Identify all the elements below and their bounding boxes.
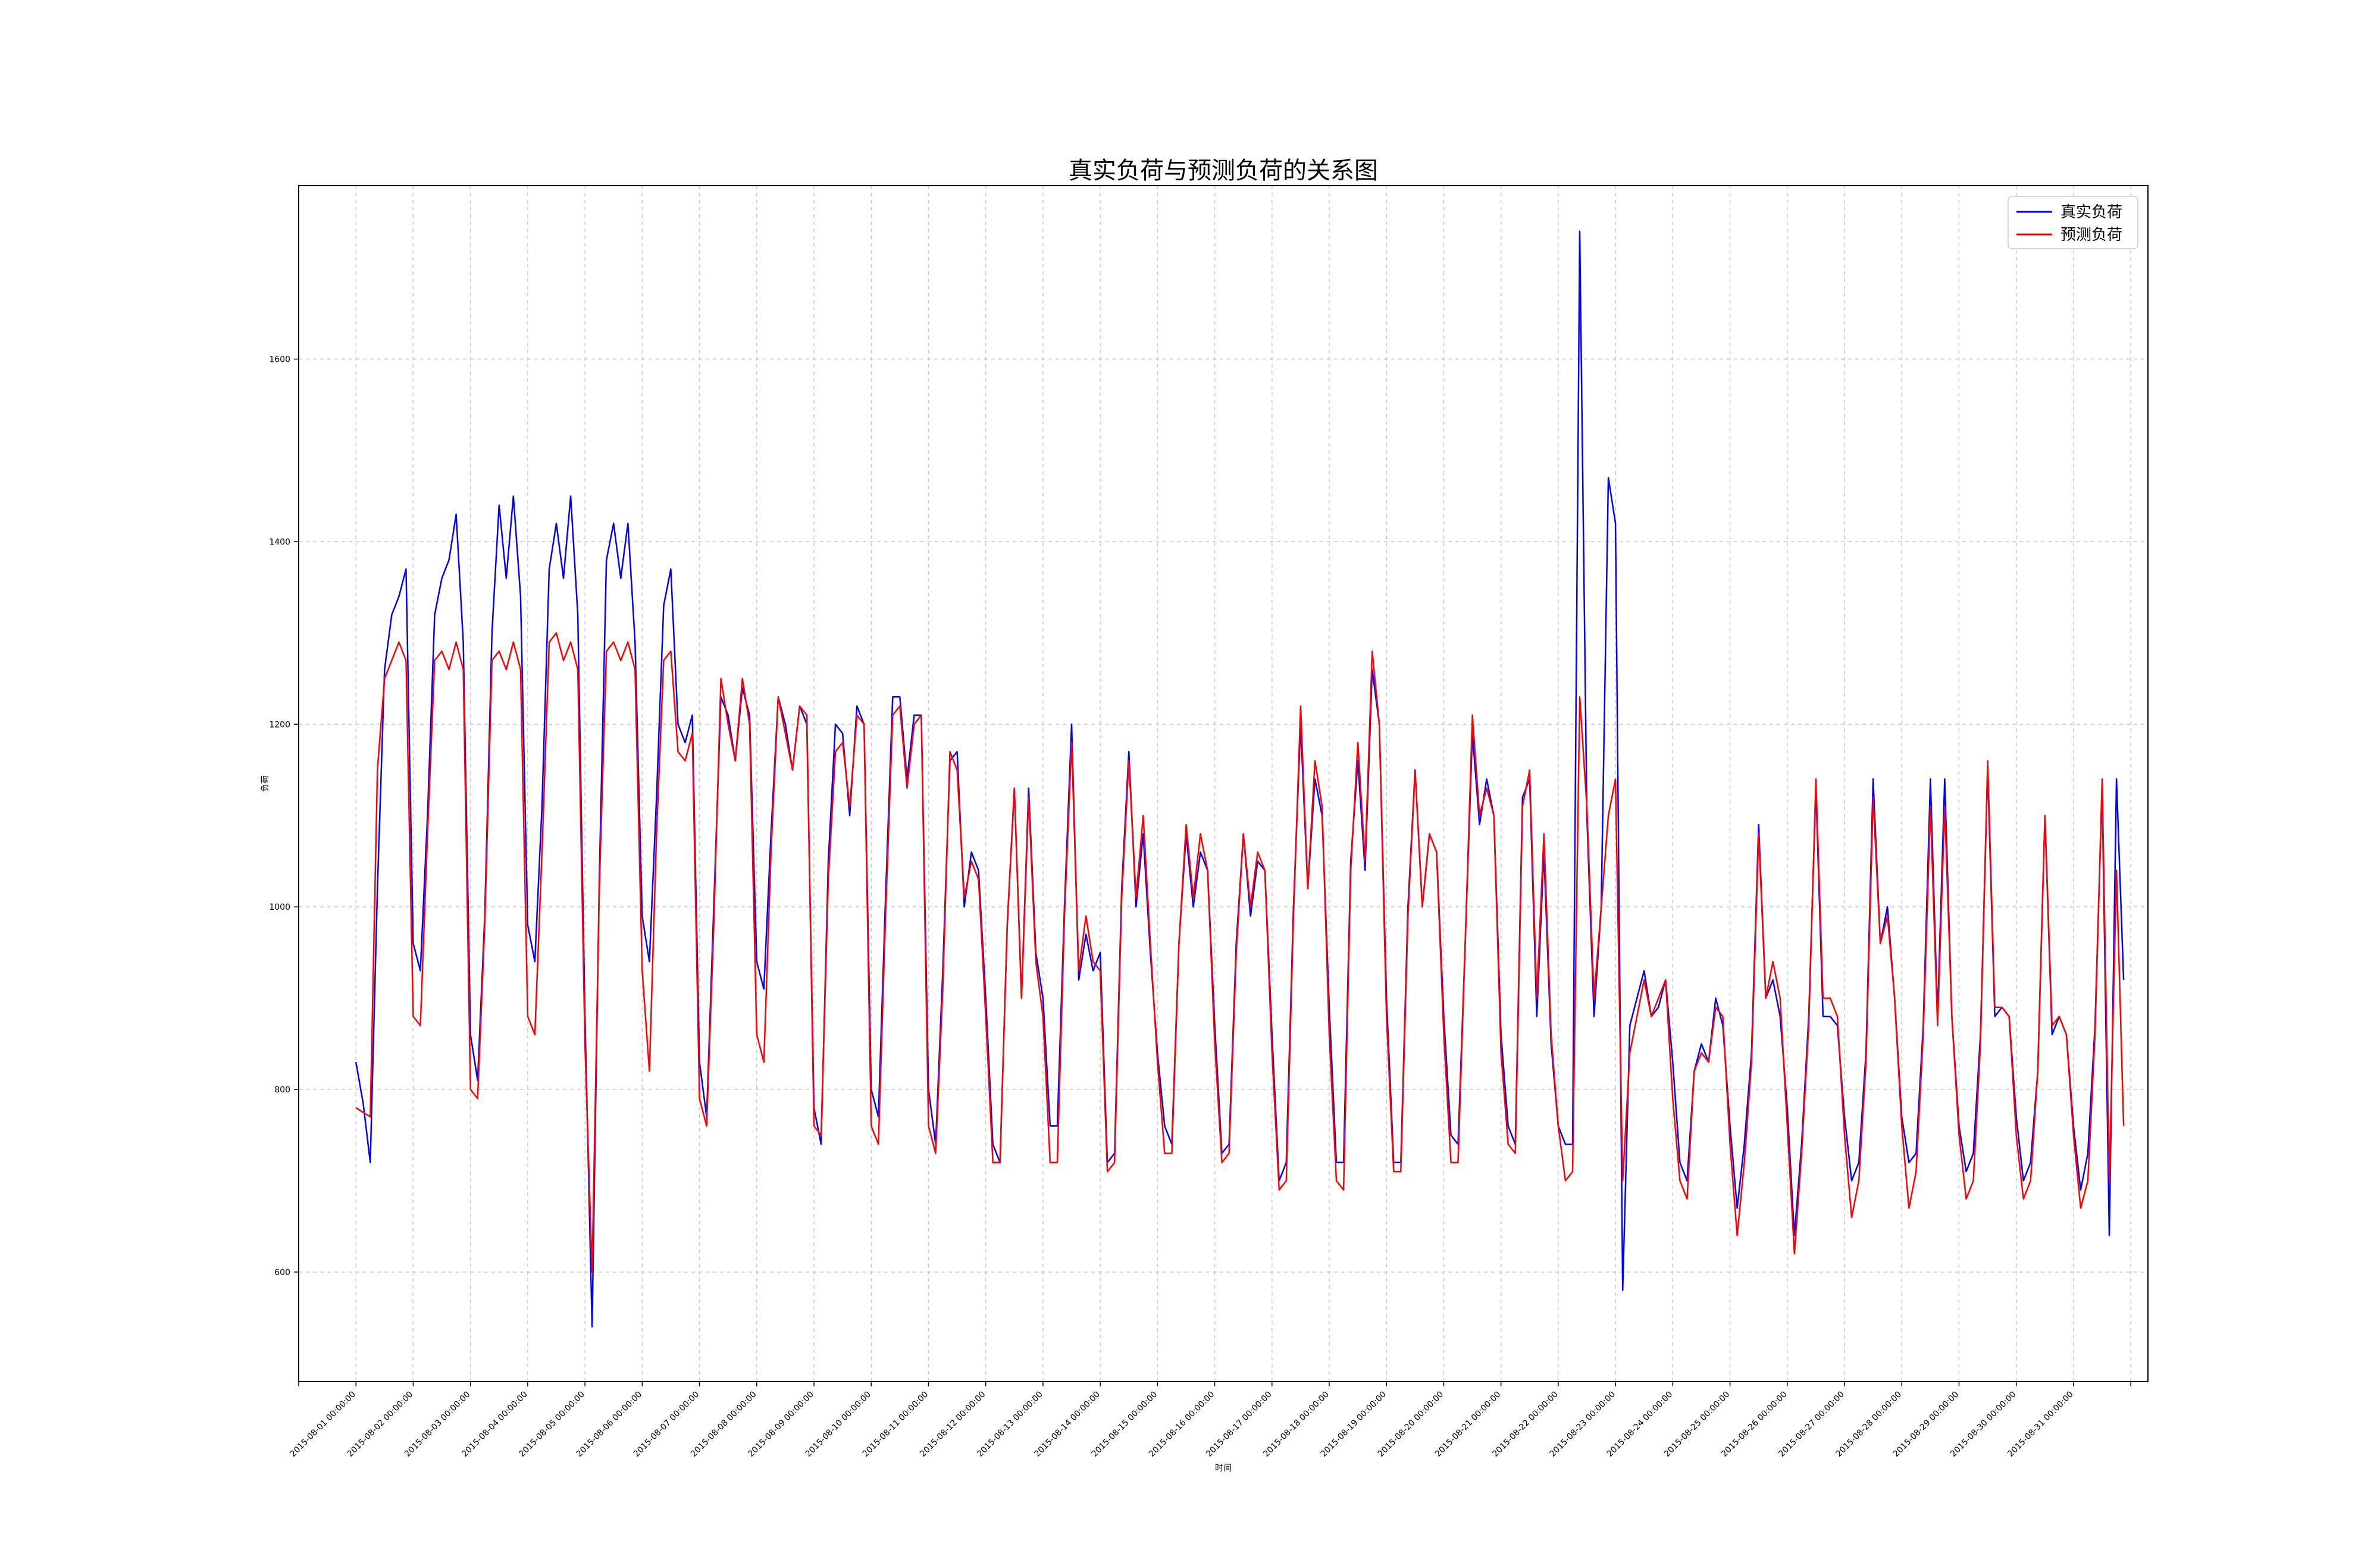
- legend-label-1: 预测负荷: [2060, 226, 2122, 244]
- y-tick-label: 1200: [269, 720, 290, 729]
- plot-frame: [298, 185, 2149, 1382]
- series-line-1: [355, 632, 2125, 1273]
- y-tick-label: 1400: [269, 537, 290, 547]
- grid-layer: [298, 186, 2148, 1382]
- y-tick-label: 1600: [269, 355, 290, 365]
- y-tick-label: 1000: [269, 903, 290, 912]
- x-axis-label: 时间: [1215, 1464, 1232, 1473]
- series-layer: [355, 230, 2125, 1328]
- y-axis-label: 负荷: [261, 775, 270, 792]
- legend-label-0: 真实负荷: [2060, 203, 2122, 221]
- chart-title: 真实负荷与预测负荷的关系图: [1069, 157, 1378, 184]
- legend-box: [2008, 196, 2138, 249]
- y-tick-label: 600: [274, 1268, 290, 1277]
- y-tick-label: 800: [274, 1085, 290, 1095]
